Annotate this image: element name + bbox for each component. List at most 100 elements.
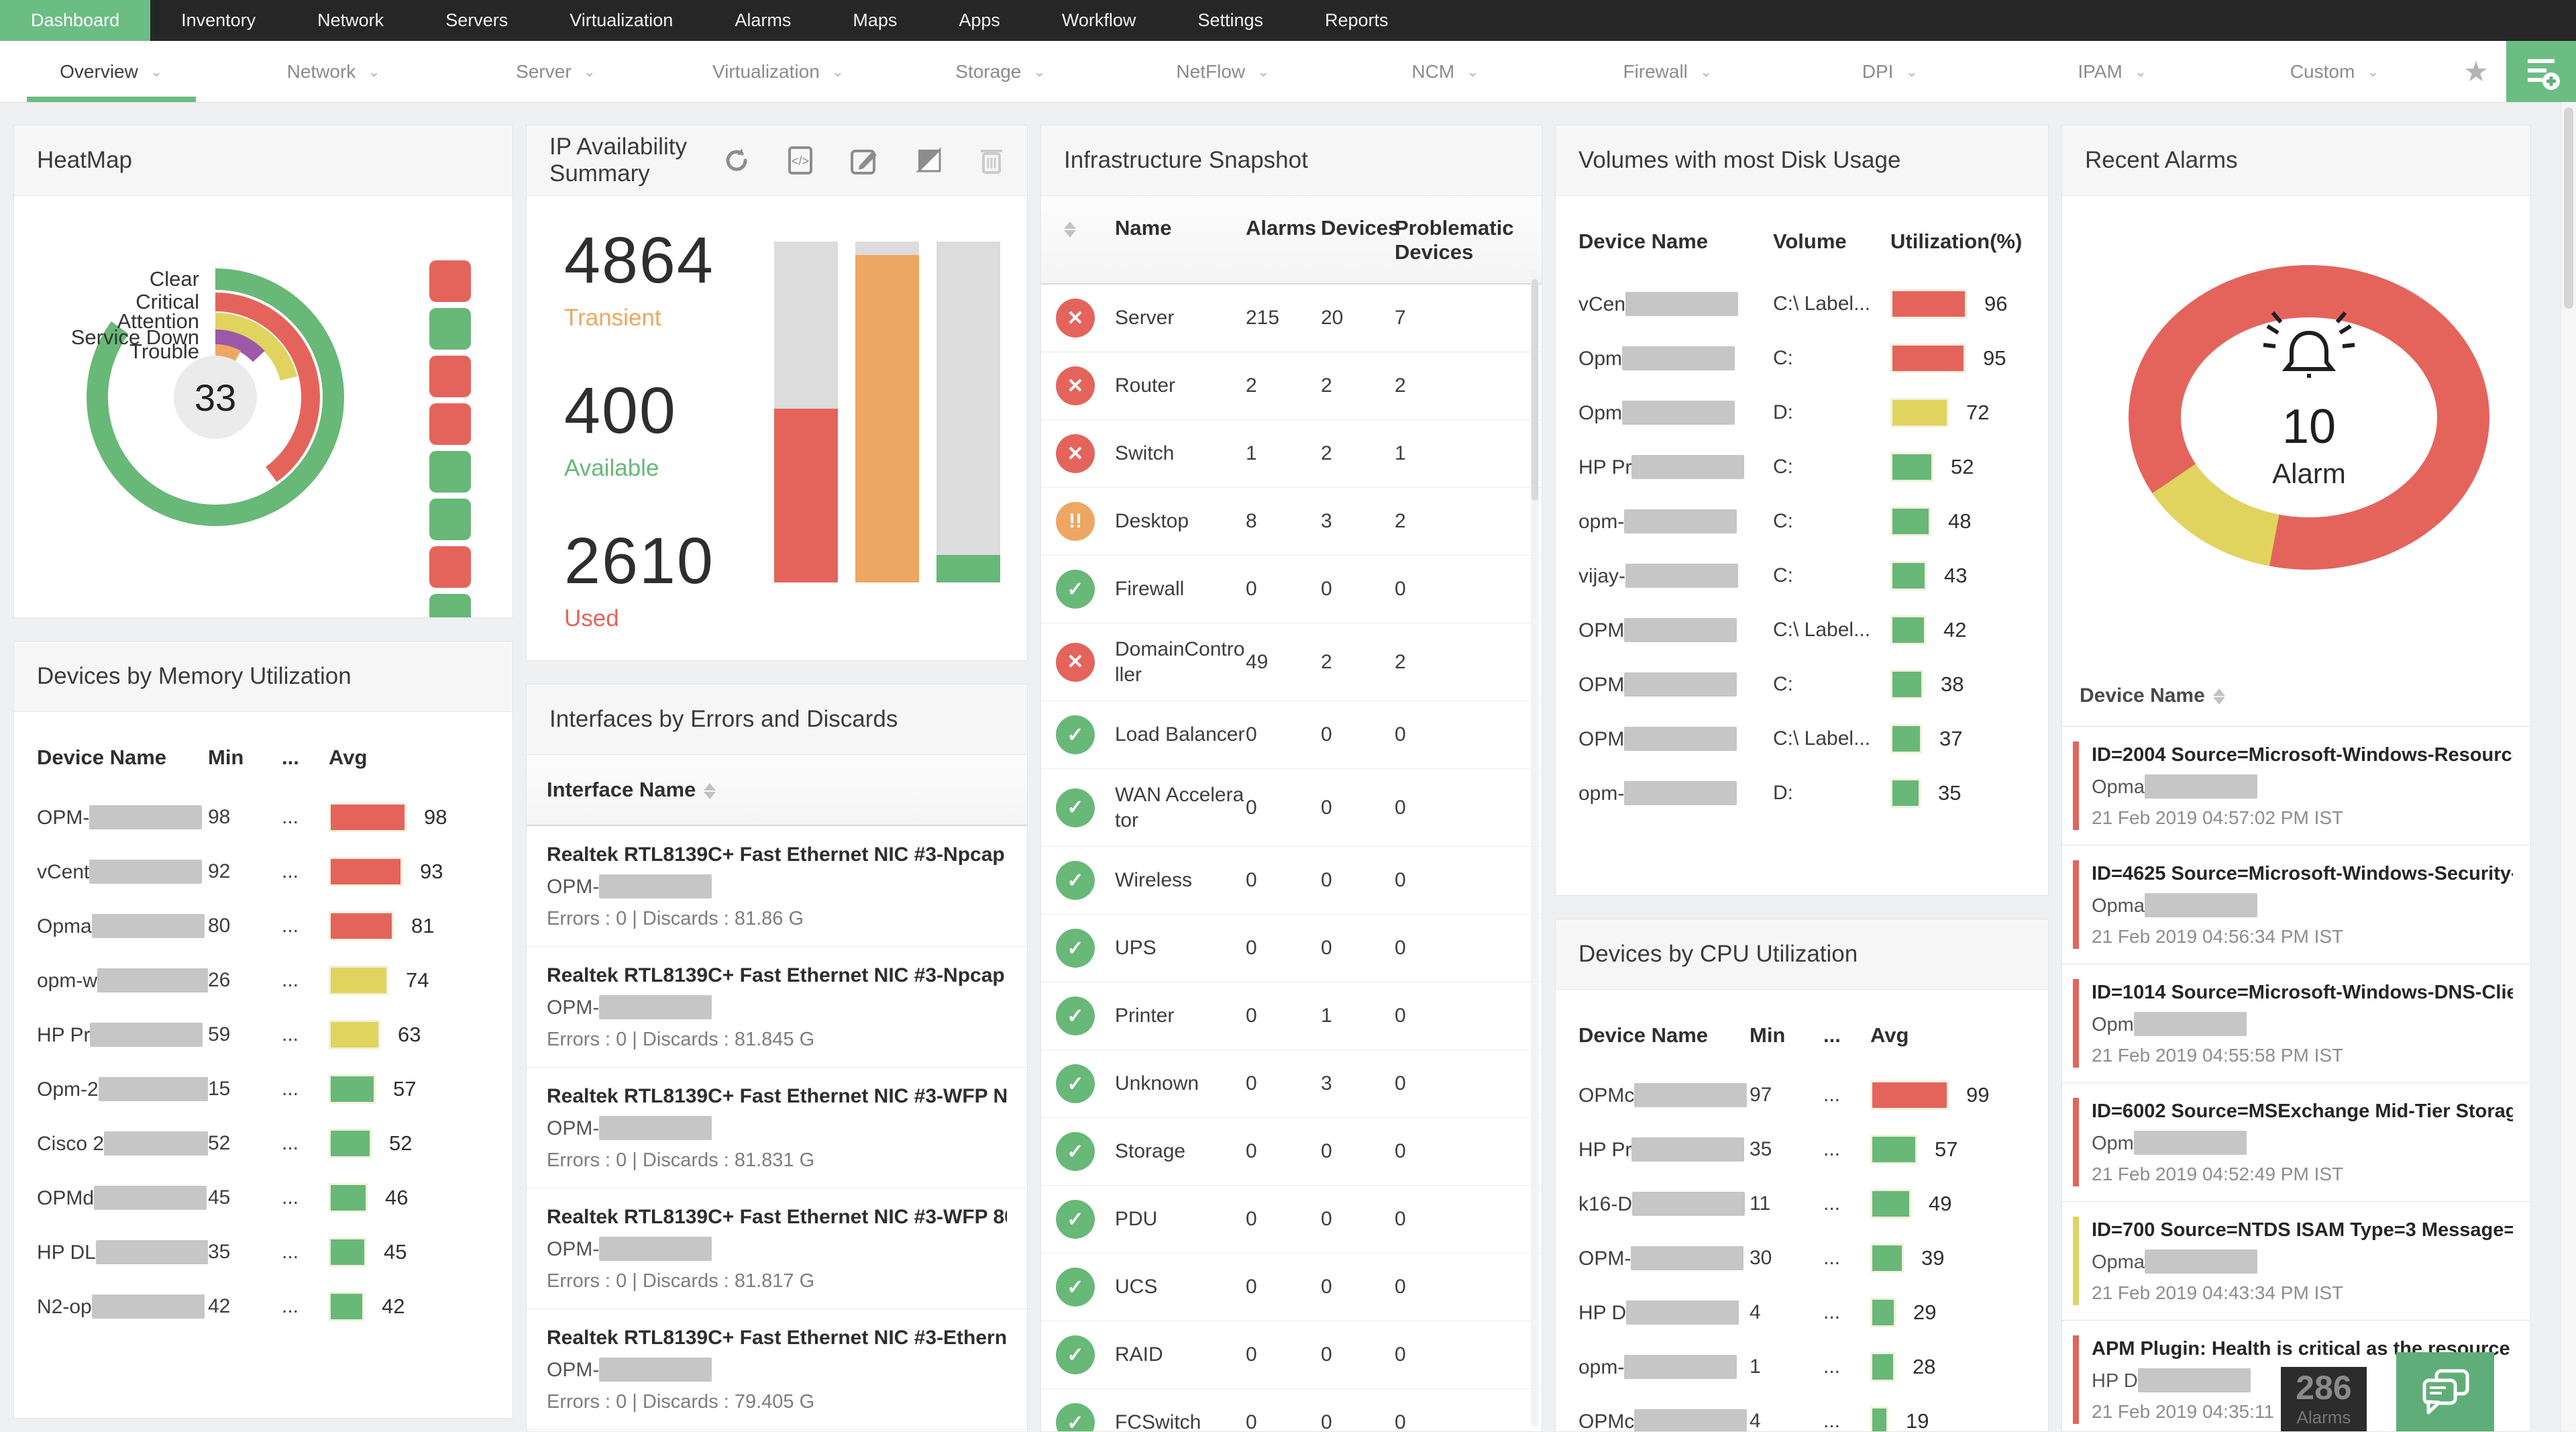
alarm-row[interactable]: ID=700 Source=NTDS ISAM Type=3 Message=N… xyxy=(2062,1202,2530,1321)
volume-row[interactable]: OPM C:\ Label... 37 xyxy=(1556,711,2048,766)
favorite-star-icon[interactable]: ★ xyxy=(2463,56,2489,87)
infra-row-printer[interactable]: ✓ Printer 0 1 0 xyxy=(1041,982,1542,1050)
cpu-row[interactable]: HP D 4... 29 xyxy=(1578,1285,2025,1339)
volume-row[interactable]: opm- D: 35 xyxy=(1556,766,2048,820)
tab-storage[interactable]: Storage ⌄ xyxy=(890,41,1112,102)
memory-row[interactable]: vCent 92... 93 xyxy=(37,844,490,899)
infra-row-unknown[interactable]: ✓ Unknown 0 3 0 xyxy=(1041,1050,1542,1118)
infra-row-storage[interactable]: ✓ Storage 0 0 0 xyxy=(1041,1118,1542,1186)
add-dashboard-button[interactable] xyxy=(2506,41,2576,102)
infra-row-raid[interactable]: ✓ RAID 0 0 0 xyxy=(1041,1321,1542,1389)
cpu-row[interactable]: OPMc 4... 19 xyxy=(1578,1394,2025,1431)
interface-row[interactable]: Realtek RTL8139C+ Fast Ethernet NIC #3-W… xyxy=(527,1188,1027,1309)
infra-column-header[interactable]: Name xyxy=(1115,216,1172,240)
delete-icon[interactable] xyxy=(979,146,1004,175)
nav-item-settings[interactable]: Settings xyxy=(1197,10,1263,30)
device-square[interactable] xyxy=(429,499,471,540)
infra-row-router[interactable]: ✕ Router 2 2 2 xyxy=(1041,352,1542,420)
cpu-row[interactable]: k16-D 11... 49 xyxy=(1578,1176,2025,1231)
memory-row[interactable]: HP DL 35... 45 xyxy=(37,1225,490,1279)
interface-row[interactable]: Realtek RTL8139C+ Fast Ethernet NIC #3-N… xyxy=(527,947,1027,1068)
alarm-row[interactable]: ID=1014 Source=Microsoft-Windows-DNS-Cli… xyxy=(2062,964,2530,1083)
tab-firewall[interactable]: Firewall ⌄ xyxy=(1556,41,1778,102)
tab-dpi[interactable]: DPI ⌄ xyxy=(1779,41,2001,102)
memory-row[interactable]: opm-w 26... 74 xyxy=(37,953,490,1007)
device-square[interactable] xyxy=(429,260,471,302)
nav-item-reports[interactable]: Reports xyxy=(1325,10,1389,30)
device-square[interactable] xyxy=(429,403,471,445)
volume-row[interactable]: opm- C: 48 xyxy=(1556,494,2048,548)
memory-row[interactable]: N2-op 42... 42 xyxy=(37,1279,490,1333)
report-icon[interactable]: </> xyxy=(787,146,814,175)
device-square[interactable] xyxy=(429,546,471,588)
nav-item-virtualization[interactable]: Virtualization xyxy=(570,10,674,30)
infra-row-wan-accelerator[interactable]: ✓ WAN Accelerator 0 0 0 xyxy=(1041,769,1542,847)
interface-row[interactable]: Realtek RTL8139C+ Fast Ethernet NIC #3-E… xyxy=(527,1309,1027,1430)
memory-row[interactable]: Cisco 2 52... 52 xyxy=(37,1116,490,1170)
cpu-row[interactable]: HP Pr 35... 57 xyxy=(1578,1122,2025,1176)
infra-row-pdu[interactable]: ✓ PDU 0 0 0 xyxy=(1041,1186,1542,1254)
infra-row-desktop[interactable]: !! Desktop 8 3 2 xyxy=(1041,488,1542,556)
nav-item-network[interactable]: Network xyxy=(317,10,384,30)
cpu-row[interactable]: OPMc 97... 99 xyxy=(1578,1068,2025,1122)
nav-item-workflow[interactable]: Workflow xyxy=(1061,10,1136,30)
volume-row[interactable]: OPM C:\ Label... 42 xyxy=(1556,603,2048,657)
nav-item-inventory[interactable]: Inventory xyxy=(181,10,256,30)
cpu-row[interactable]: OPM- 30... 39 xyxy=(1578,1231,2025,1285)
infra-row-switch[interactable]: ✕ Switch 1 2 1 xyxy=(1041,420,1542,488)
memory-row[interactable]: HP Pr 59... 63 xyxy=(37,1007,490,1062)
device-square[interactable] xyxy=(429,356,471,397)
infra-row-ucs[interactable]: ✓ UCS 0 0 0 xyxy=(1041,1254,1542,1321)
interface-name-sort-header[interactable]: Interface Name xyxy=(527,755,1027,826)
interface-row[interactable]: Realtek RTL8139C+ Fast Ethernet NIC #3-N… xyxy=(527,826,1027,947)
memory-row[interactable]: OPMd 45... 46 xyxy=(37,1170,490,1225)
nav-item-apps[interactable]: Apps xyxy=(959,10,1000,30)
tab-virtualization[interactable]: Virtualization ⌄ xyxy=(667,41,889,102)
infra-column-header[interactable]: Devices xyxy=(1321,216,1400,240)
refresh-icon[interactable] xyxy=(722,146,751,174)
chat-button[interactable] xyxy=(2396,1352,2494,1431)
alarm-row[interactable]: ID=6002 Source=MSExchange Mid-Tier Stora… xyxy=(2062,1083,2530,1202)
alarm-row[interactable]: ID=2004 Source=Microsoft-Windows-Resourc… xyxy=(2062,727,2530,846)
nav-item-servers[interactable]: Servers xyxy=(445,10,508,30)
edit-icon[interactable] xyxy=(850,146,879,175)
infra-row-load-balancer[interactable]: ✓ Load Balancer 0 0 0 xyxy=(1041,701,1542,769)
memory-row[interactable]: OPM- 98... 98 xyxy=(37,790,490,844)
contrast-icon[interactable] xyxy=(916,147,943,174)
panel-scrollbar[interactable] xyxy=(1531,270,1539,1427)
cpu-row[interactable]: opm- 1... 28 xyxy=(1578,1339,2025,1394)
tab-ipam[interactable]: IPAM ⌄ xyxy=(2001,41,2223,102)
volume-row[interactable]: vijay- C: 43 xyxy=(1556,548,2048,603)
nav-item-maps[interactable]: Maps xyxy=(853,10,898,30)
alarm-count-badge[interactable]: 286 Alarms xyxy=(2281,1367,2367,1431)
device-name-sort-header[interactable]: Device Name xyxy=(2062,666,2530,727)
infra-column-header[interactable]: Problematic Devices xyxy=(1395,216,1514,264)
interface-row[interactable]: Realtek RTL8139C+ Fast Ethernet NIC #3-W… xyxy=(527,1068,1027,1188)
infra-column-header[interactable]: Alarms xyxy=(1246,216,1317,240)
volume-row[interactable]: Opm C: 95 xyxy=(1556,331,2048,385)
page-scrollbar[interactable] xyxy=(2561,102,2576,1431)
tab-overview[interactable]: Overview ⌄ xyxy=(0,41,222,102)
memory-row[interactable]: Opm-2 15... 57 xyxy=(37,1062,490,1116)
device-square[interactable] xyxy=(429,594,471,617)
infra-row-wireless[interactable]: ✓ Wireless 0 0 0 xyxy=(1041,847,1542,915)
volume-row[interactable]: OPM C: 38 xyxy=(1556,657,2048,711)
infra-row-server[interactable]: ✕ Server 215 20 7 xyxy=(1041,285,1542,352)
memory-row[interactable]: Opma 80... 81 xyxy=(37,899,490,953)
infra-sort-header[interactable] xyxy=(1056,216,1115,264)
volume-row[interactable]: HP Pr C: 52 xyxy=(1556,440,2048,494)
device-square[interactable] xyxy=(429,451,471,493)
infra-row-fcswitch[interactable]: ✓ FCSwitch 0 0 0 xyxy=(1041,1389,1542,1431)
volume-row[interactable]: vCen C:\ Label... 96 xyxy=(1556,276,2048,331)
nav-item-dashboard[interactable]: Dashboard xyxy=(0,0,151,41)
tab-server[interactable]: Server ⌄ xyxy=(445,41,667,102)
device-square[interactable] xyxy=(429,308,471,350)
infra-row-firewall[interactable]: ✓ Firewall 0 0 0 xyxy=(1041,556,1542,623)
nav-item-alarms[interactable]: Alarms xyxy=(735,10,792,30)
tab-custom[interactable]: Custom ⌄ xyxy=(2224,41,2446,102)
tab-network[interactable]: Network ⌄ xyxy=(222,41,444,102)
tab-netflow[interactable]: NetFlow ⌄ xyxy=(1112,41,1334,102)
alarm-row[interactable]: ID=4625 Source=Microsoft-Windows-Securit… xyxy=(2062,846,2530,964)
volume-row[interactable]: Opm D: 72 xyxy=(1556,385,2048,440)
infra-row-domaincontroller[interactable]: ✕ DomainController 49 2 2 xyxy=(1041,623,1542,701)
